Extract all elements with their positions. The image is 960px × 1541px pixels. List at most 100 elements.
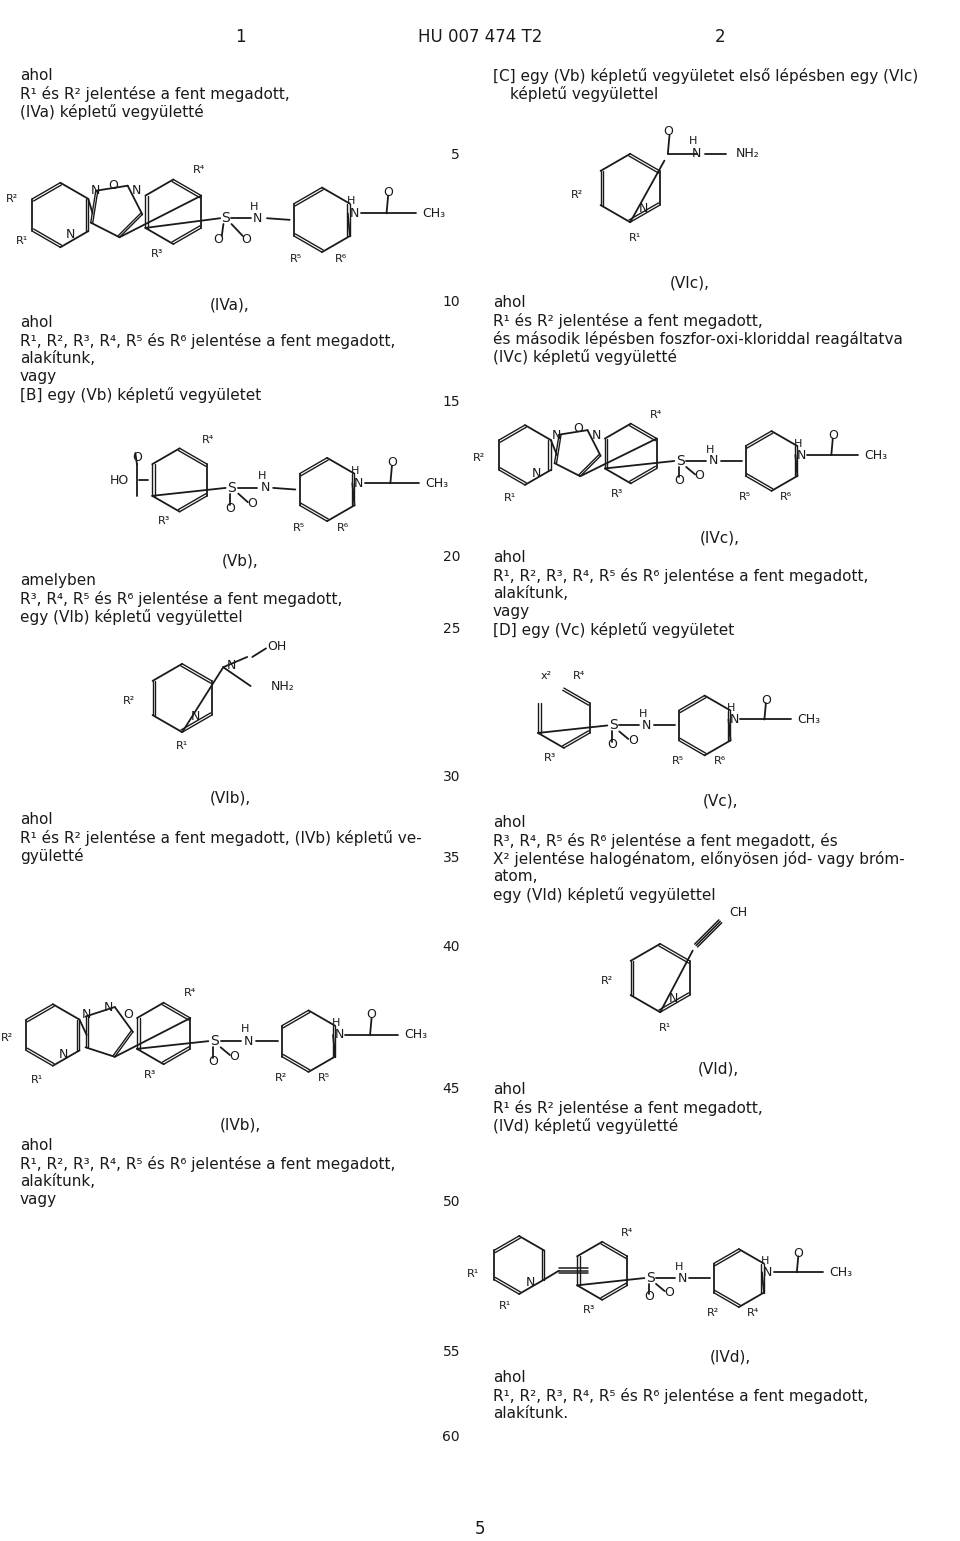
Text: 2: 2 <box>714 28 726 46</box>
Text: R⁴: R⁴ <box>747 1308 759 1318</box>
Text: R¹ és R² jelentése a fent megadott,: R¹ és R² jelentése a fent megadott, <box>493 313 763 328</box>
Text: R¹: R¹ <box>32 1074 43 1085</box>
Text: és második lépésben foszfor-oxi-kloriddal reagáltatva: és második lépésben foszfor-oxi-kloridda… <box>493 331 902 347</box>
Text: O: O <box>248 498 257 510</box>
Text: (IVa),: (IVa), <box>210 297 250 311</box>
Text: R²: R² <box>472 453 485 462</box>
Text: O: O <box>628 734 637 747</box>
Text: ahol: ahol <box>493 1370 526 1385</box>
Text: ahol: ahol <box>20 314 53 330</box>
Text: alakítunk.: alakítunk. <box>493 1405 568 1421</box>
Text: HU 007 474 T2: HU 007 474 T2 <box>418 28 542 46</box>
Text: HO: HO <box>110 473 130 487</box>
Text: O: O <box>132 452 142 464</box>
Text: R²: R² <box>275 1073 287 1083</box>
Text: N: N <box>228 660 236 672</box>
Text: 5: 5 <box>475 1519 485 1538</box>
Text: N: N <box>65 228 75 240</box>
Text: R¹, R², R³, R⁴, R⁵ és R⁶ jelentése a fent megadott,: R¹, R², R³, R⁴, R⁵ és R⁶ jelentése a fen… <box>20 1156 396 1173</box>
Text: O: O <box>573 422 583 435</box>
Text: X² jelentése halogénatom, előnyösen jód- vagy bróm-: X² jelentése halogénatom, előnyösen jód-… <box>493 851 904 868</box>
Text: N: N <box>354 476 364 490</box>
Text: ahol: ahol <box>493 294 526 310</box>
Text: ahol: ahol <box>20 812 53 828</box>
Text: R³: R³ <box>583 1305 595 1314</box>
Text: R²: R² <box>6 194 18 203</box>
Text: R¹, R², R³, R⁴, R⁵ és R⁶ jelentése a fent megadott,: R¹, R², R³, R⁴, R⁵ és R⁶ jelentése a fen… <box>20 333 396 348</box>
Text: NH₂: NH₂ <box>736 148 760 160</box>
Text: alakítunk,: alakítunk, <box>20 351 95 367</box>
Text: N: N <box>730 713 739 726</box>
Text: R⁵: R⁵ <box>738 492 751 502</box>
Text: O: O <box>761 693 771 706</box>
Text: R⁴: R⁴ <box>183 988 196 999</box>
Text: OH: OH <box>268 640 287 653</box>
Text: O: O <box>674 475 684 487</box>
Text: R¹: R¹ <box>15 236 28 247</box>
Text: R¹: R¹ <box>176 741 188 750</box>
Text: N: N <box>552 428 562 442</box>
Text: vagy: vagy <box>20 1193 58 1207</box>
Text: R⁵: R⁵ <box>672 757 684 766</box>
Text: R¹ és R² jelentése a fent megadott,: R¹ és R² jelentése a fent megadott, <box>20 86 290 102</box>
Text: R¹: R¹ <box>498 1301 511 1311</box>
Text: R¹, R², R³, R⁴, R⁵ és R⁶ jelentése a fent megadott,: R¹, R², R³, R⁴, R⁵ és R⁶ jelentése a fen… <box>493 569 869 584</box>
Text: H: H <box>794 439 803 448</box>
Text: CH₃: CH₃ <box>864 448 887 461</box>
Text: R⁴: R⁴ <box>650 410 662 419</box>
Text: R¹, R², R³, R⁴, R⁵ és R⁶ jelentése a fent megadott,: R¹, R², R³, R⁴, R⁵ és R⁶ jelentése a fen… <box>493 1388 869 1404</box>
Text: O: O <box>387 456 396 468</box>
Text: S: S <box>646 1271 655 1285</box>
Text: O: O <box>664 1287 674 1299</box>
Text: S: S <box>210 1034 219 1048</box>
Text: 1: 1 <box>234 28 246 46</box>
Text: 15: 15 <box>443 394 460 408</box>
Text: R⁴: R⁴ <box>621 1228 633 1237</box>
Text: R²: R² <box>707 1308 719 1318</box>
Text: alakítunk,: alakítunk, <box>493 586 568 601</box>
Text: NH₂: NH₂ <box>271 680 295 692</box>
Text: (VIb),: (VIb), <box>209 791 251 804</box>
Text: O: O <box>208 1054 218 1068</box>
Text: ahol: ahol <box>493 1082 526 1097</box>
Text: O: O <box>383 186 393 199</box>
Text: N: N <box>244 1034 253 1048</box>
Text: O: O <box>123 1008 133 1022</box>
Text: CH₃: CH₃ <box>828 1265 852 1279</box>
Text: N: N <box>104 1000 113 1014</box>
Text: 55: 55 <box>443 1345 460 1359</box>
Text: N: N <box>669 992 679 1005</box>
Text: (VIc),: (VIc), <box>670 274 710 290</box>
Text: R⁶: R⁶ <box>713 757 726 766</box>
Text: (IVc),: (IVc), <box>700 530 740 546</box>
Text: H: H <box>347 196 355 206</box>
Text: N: N <box>525 1276 535 1288</box>
Text: H: H <box>250 202 258 213</box>
Text: R¹: R¹ <box>504 493 516 504</box>
Text: R³: R³ <box>151 248 163 259</box>
Text: 40: 40 <box>443 940 460 954</box>
Text: O: O <box>108 179 118 193</box>
Text: H: H <box>689 136 698 146</box>
Text: N: N <box>260 481 270 495</box>
Text: R³, R⁴, R⁵ és R⁶ jelentése a fent megadott, és: R³, R⁴, R⁵ és R⁶ jelentése a fent megado… <box>493 834 838 849</box>
Text: CH₃: CH₃ <box>422 206 445 220</box>
Text: S: S <box>609 718 617 732</box>
Text: S: S <box>676 455 684 468</box>
Text: H: H <box>241 1025 250 1034</box>
Text: 20: 20 <box>443 550 460 564</box>
Text: ahol: ahol <box>20 68 53 83</box>
Text: R⁶: R⁶ <box>337 522 348 533</box>
Text: x²: x² <box>540 672 552 681</box>
Text: ahol: ahol <box>493 815 526 831</box>
Text: H: H <box>760 1256 769 1267</box>
Text: R¹: R¹ <box>660 1023 671 1032</box>
Text: ahol: ahol <box>20 1137 53 1153</box>
Text: N: N <box>191 710 201 723</box>
Text: R¹ és R² jelentése a fent megadott,: R¹ és R² jelentése a fent megadott, <box>493 1100 763 1116</box>
Text: N: N <box>82 1008 91 1022</box>
Text: N: N <box>797 448 806 461</box>
Text: N: N <box>678 1271 686 1285</box>
Text: O: O <box>695 470 705 482</box>
Text: N: N <box>708 455 718 467</box>
